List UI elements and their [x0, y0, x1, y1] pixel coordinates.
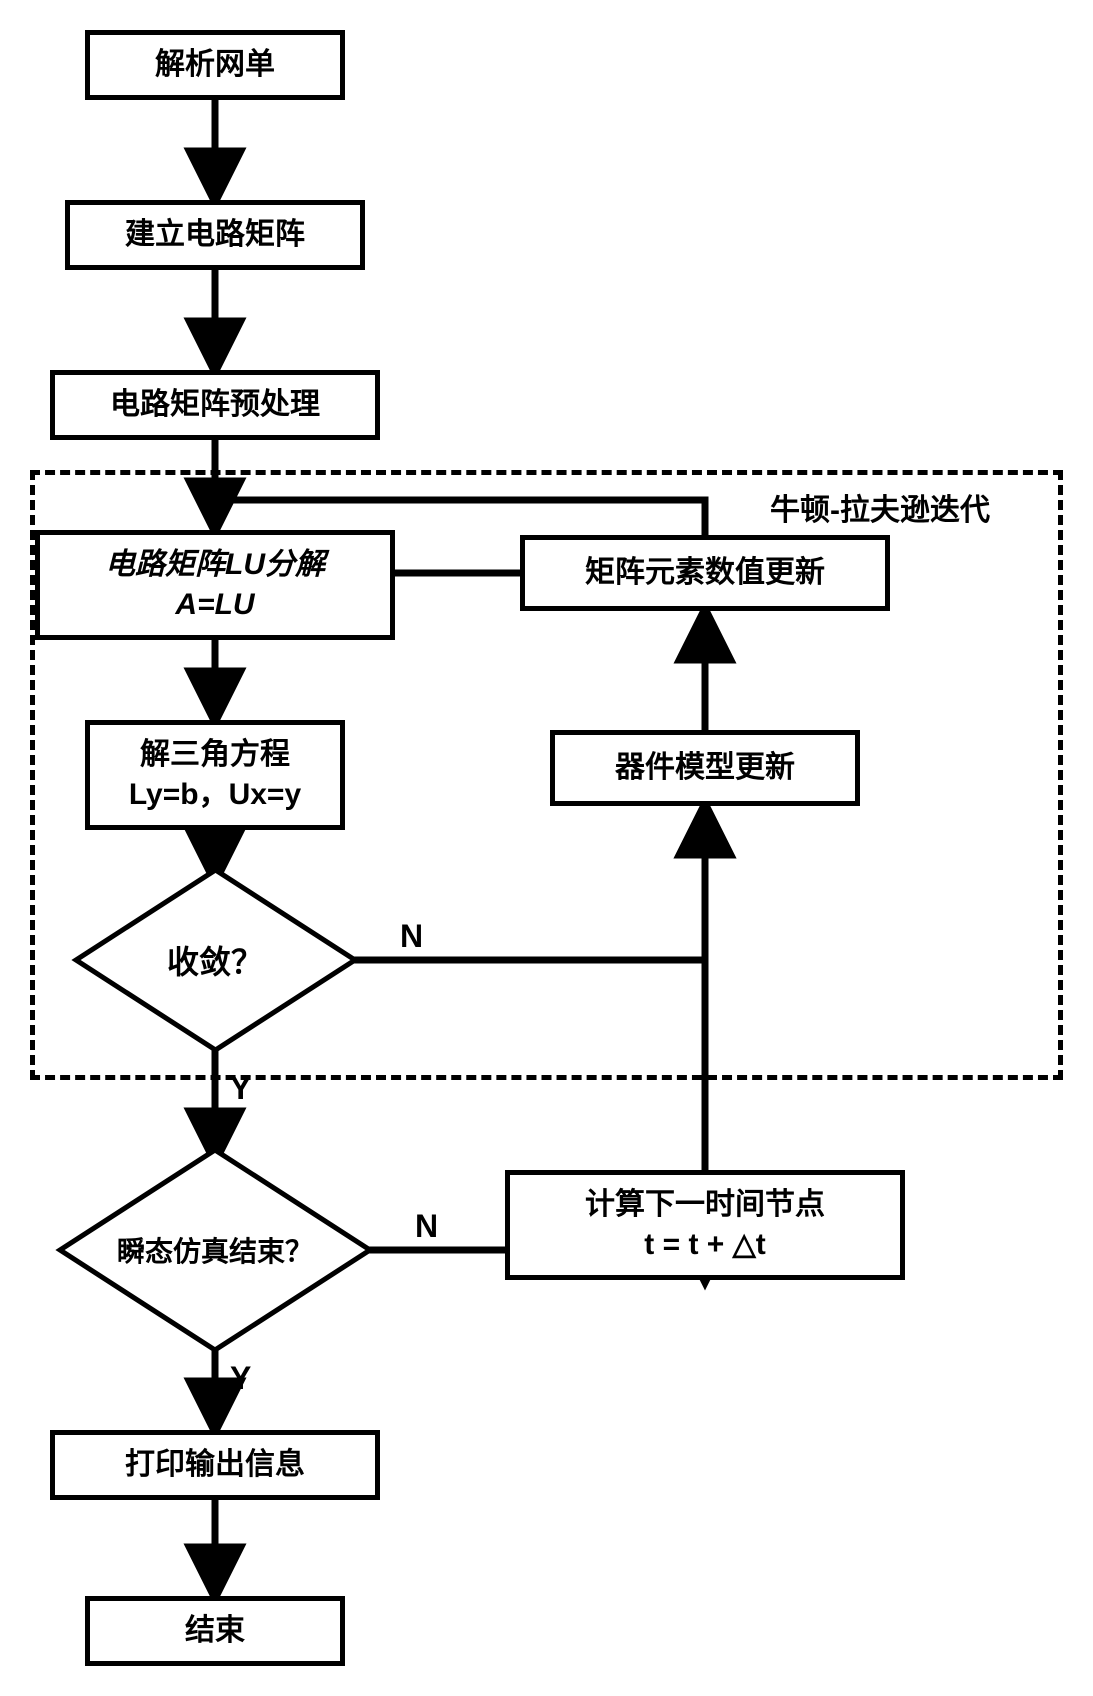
node-matrix-value-update: 矩阵元素数值更新 [520, 535, 890, 611]
node-text: 电路矩阵预处理 [110, 385, 320, 426]
node-build-matrix: 建立电路矩阵 [65, 200, 365, 270]
node-text: 结束 [185, 1611, 245, 1652]
edge-label-Y: Y [230, 1070, 251, 1107]
node-text-line2: Ly=b，Ux=y [129, 775, 301, 816]
node-text: 器件模型更新 [615, 748, 795, 789]
node-text: 打印输出信息 [125, 1445, 305, 1486]
node-next-timestep: 计算下一时间节点 t = t + △t [505, 1170, 905, 1280]
node-preprocess-matrix: 电路矩阵预处理 [50, 370, 380, 440]
edge-label-Y: Y [230, 1360, 251, 1397]
node-print-output: 打印输出信息 [50, 1430, 380, 1500]
node-solve-triangular: 解三角方程 Ly=b，Ux=y [85, 720, 345, 830]
edge-label-N: N [415, 1208, 438, 1245]
decision-transient-done-label: 瞬态仿真结束？ [117, 1230, 313, 1270]
node-text-line1: 解三角方程 [140, 735, 290, 776]
node-text: 解析网单 [155, 45, 275, 86]
node-device-model-update: 器件模型更新 [550, 730, 860, 806]
node-text-line2: t = t + △t [644, 1225, 765, 1266]
decision-converged-label: 收敛？ [167, 937, 263, 983]
flowchart-canvas: 牛顿-拉夫逊迭代 解析网单 建立电路矩阵 电路矩阵预处理 电路矩阵LU分解 A=… [30, 30, 1063, 1666]
node-text: 建立电路矩阵 [125, 215, 305, 256]
node-lu-decomp: 电路矩阵LU分解 A=LU [35, 530, 395, 640]
node-text-line2: A=LU [175, 585, 254, 626]
edge-label-N: N [400, 918, 423, 955]
node-text: 矩阵元素数值更新 [585, 553, 825, 594]
node-text-line1: 电路矩阵LU分解 [105, 545, 325, 586]
node-end: 结束 [85, 1596, 345, 1666]
newton-raphson-label: 牛顿-拉夫逊迭代 [770, 485, 990, 529]
node-text-line1: 计算下一时间节点 [585, 1185, 825, 1226]
node-parse-netlist: 解析网单 [85, 30, 345, 100]
